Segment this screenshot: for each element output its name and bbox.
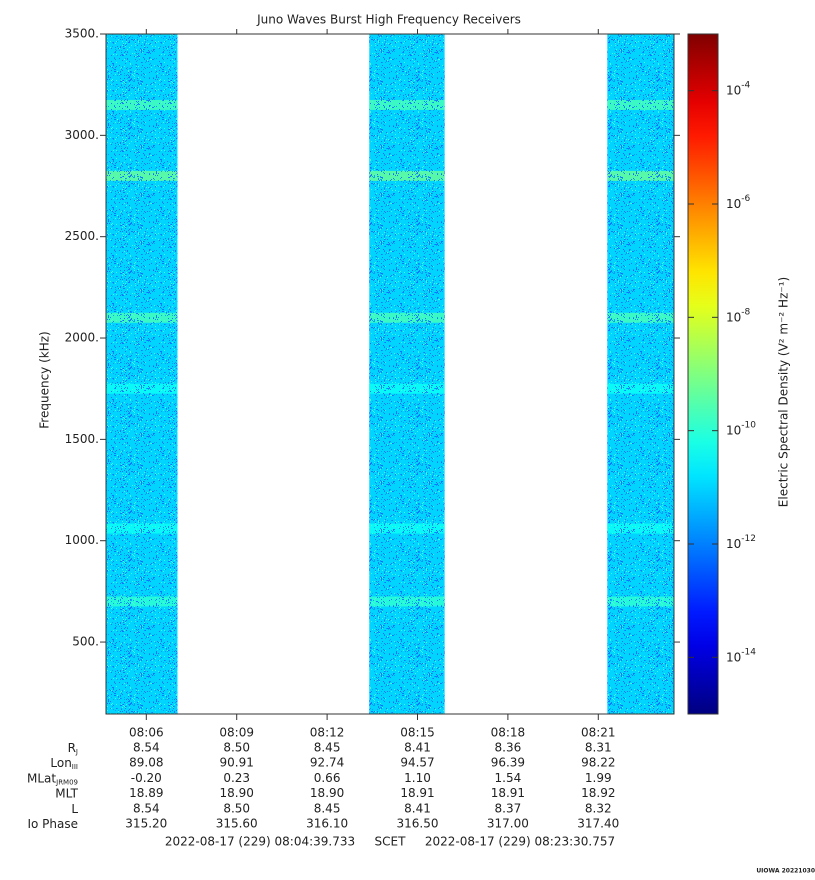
- ephemeris-value: 18.92: [581, 786, 615, 800]
- ephemeris-value: 316.10: [306, 817, 348, 831]
- ephemeris-value: 8.54: [133, 801, 160, 815]
- tick-exponent: -10: [741, 420, 756, 430]
- ephemeris-value: 8.31: [585, 741, 612, 755]
- ephemeris-value: 1.99: [585, 771, 612, 785]
- colorbar: [687, 33, 719, 715]
- ephemeris-value: 8.32: [585, 801, 612, 815]
- ephemeris-value: 8.37: [495, 801, 522, 815]
- ephemeris-name: Io Phase: [27, 817, 78, 831]
- ephemeris-name: L: [71, 801, 78, 815]
- plot-frame: [105, 33, 675, 715]
- ephemeris-value: 94.57: [400, 756, 434, 770]
- x-tick-label: 08:12: [310, 726, 345, 740]
- ephemeris-value: -0.20: [131, 771, 162, 785]
- ephemeris-name: MLat: [27, 771, 56, 785]
- ephemeris-value: 0.66: [314, 771, 341, 785]
- ephemeris-name: Lon: [50, 756, 71, 770]
- footer: UIOWA 20221030: [756, 868, 815, 875]
- y-tick-label: 2000.: [65, 331, 99, 345]
- noise-texture: [607, 34, 674, 714]
- y-tick-label: 3000.: [65, 128, 99, 142]
- tick-base: 10: [726, 650, 741, 664]
- ephemeris-value: 1.54: [495, 771, 522, 785]
- ephemeris-label: RJ: [68, 741, 78, 757]
- x-tick-label: 08:21: [581, 726, 616, 740]
- ephemeris-label: MLatJRM09: [27, 771, 78, 787]
- ephemeris-value: 96.39: [491, 756, 525, 770]
- ephemeris-value: 8.50: [223, 801, 250, 815]
- tick-base: 10: [726, 537, 741, 551]
- ephemeris-value: 90.91: [220, 756, 254, 770]
- ephemeris-value: 0.23: [223, 771, 250, 785]
- ephemeris-subscript: III: [72, 763, 78, 771]
- tick-base: 10: [726, 310, 741, 324]
- noise-texture: [106, 34, 178, 714]
- ephemeris-value: 1.10: [404, 771, 431, 785]
- ephemeris-label: L: [71, 801, 78, 815]
- ephemeris-value: 18.89: [129, 786, 163, 800]
- ephemeris-subscript: J: [75, 748, 78, 756]
- y-axis-label: Frequency (kHz): [38, 331, 52, 428]
- y-tick-label: 1000.: [65, 533, 99, 547]
- tick-base: 10: [726, 197, 741, 211]
- colorbar-tick-label: 10-4: [726, 80, 751, 97]
- ephemeris-value: 18.90: [220, 786, 254, 800]
- ephemeris-value: 8.45: [314, 801, 341, 815]
- ephemeris-name: MLT: [55, 786, 78, 800]
- ephemeris-value: 317.00: [487, 817, 529, 831]
- tick-exponent: -12: [741, 534, 756, 544]
- ephemeris-value: 315.60: [216, 817, 258, 831]
- ephemeris-value: 8.41: [404, 741, 431, 755]
- y-tick-label: 500.: [72, 635, 99, 649]
- ephemeris-value: 18.91: [400, 786, 434, 800]
- ephemeris-value: 8.41: [404, 801, 431, 815]
- x-tick-label: 08:06: [129, 726, 164, 740]
- ephemeris-value: 18.91: [491, 786, 525, 800]
- ephemeris-name: R: [68, 741, 76, 755]
- ephemeris-value: 8.54: [133, 741, 160, 755]
- ephemeris-value: 98.22: [581, 756, 615, 770]
- ephemeris-value: 315.20: [125, 817, 167, 831]
- ephemeris-label: Io Phase: [27, 817, 78, 831]
- tick-base: 10: [726, 423, 741, 437]
- tick-exponent: -4: [741, 80, 750, 90]
- x-tick-label: 08:15: [400, 726, 435, 740]
- ephemeris-value: 8.45: [314, 741, 341, 755]
- tick-exponent: -8: [741, 307, 750, 317]
- ephemeris-value: 8.36: [495, 741, 522, 755]
- y-tick-label: 1500.: [65, 432, 99, 446]
- colorbar-tick-label: 10-12: [726, 534, 756, 551]
- tick-base: 10: [726, 83, 741, 97]
- noise-texture: [369, 34, 445, 714]
- colorbar-tick-label: 10-10: [726, 420, 756, 437]
- ephemeris-value: 92.74: [310, 756, 344, 770]
- tick-exponent: -6: [741, 194, 750, 204]
- ephemeris-value: 18.90: [310, 786, 344, 800]
- end-time: 2022-08-17 (229) 08:23:30.757: [425, 835, 615, 849]
- x-axis-label: SCET: [375, 835, 407, 849]
- colorbar-tick-label: 10-8: [726, 307, 751, 324]
- ephemeris-value: 89.08: [129, 756, 163, 770]
- ephemeris-subscript: JRM09: [55, 778, 78, 786]
- colorbar-tick-label: 10-14: [726, 647, 756, 664]
- ephemeris-label: MLT: [55, 786, 78, 800]
- y-tick-label: 3500.: [65, 27, 99, 41]
- ephemeris-label: LonIII: [50, 756, 78, 772]
- colorbar-label: Electric Spectral Density (V² m⁻² Hz⁻¹): [777, 277, 791, 507]
- y-tick-label: 2500.: [65, 229, 99, 243]
- x-tick-label: 08:09: [219, 726, 254, 740]
- ephemeris-value: 316.50: [396, 817, 438, 831]
- x-tick-label: 08:18: [491, 726, 526, 740]
- colorbar-tick-label: 10-6: [726, 194, 751, 211]
- tick-exponent: -14: [741, 647, 756, 657]
- start-time: 2022-08-17 (229) 08:04:39.733: [165, 835, 355, 849]
- ephemeris-value: 8.50: [223, 741, 250, 755]
- chart-title: Juno Waves Burst High Frequency Receiver…: [256, 13, 521, 27]
- ephemeris-value: 317.40: [577, 817, 619, 831]
